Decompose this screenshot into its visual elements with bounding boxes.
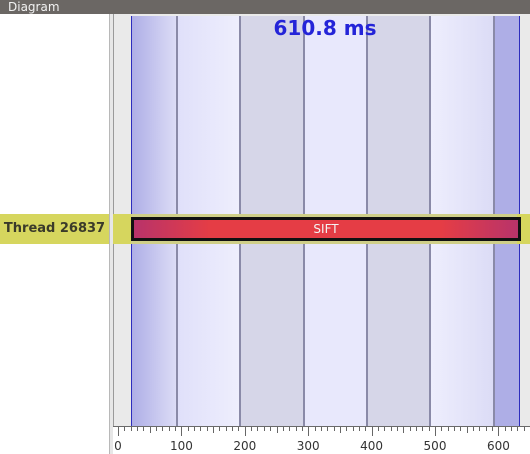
axis-tick (232, 427, 234, 431)
axis-tick (295, 427, 297, 431)
axis-tick-label: 500 (423, 439, 447, 453)
task-bar-sift[interactable]: SIFT (131, 217, 521, 241)
axis-tick (181, 427, 183, 436)
axis-tick (257, 427, 259, 431)
axis-tick (314, 427, 316, 431)
axis-tick (377, 427, 379, 431)
axis-tick (175, 427, 177, 431)
axis-tick (339, 427, 341, 433)
axis-tick (517, 427, 519, 431)
axis-tick (270, 427, 272, 431)
axis-tick (118, 427, 119, 436)
axis-tick (352, 427, 354, 431)
axis-tick-label: 400 (360, 439, 384, 453)
axis-tick-label: 0 (114, 439, 122, 453)
axis-tick (137, 427, 139, 431)
axis-tick (320, 427, 322, 431)
axis-tick (200, 427, 202, 431)
axis-tick (365, 427, 367, 431)
time-axis: 0 100 200 300 400 500 600 (113, 426, 530, 454)
axis-tick (156, 427, 158, 431)
axis-tick-label: 100 (169, 439, 193, 453)
axis-tick (206, 427, 208, 431)
axis-tick (333, 427, 335, 431)
thread-label[interactable]: Thread 26837 (0, 214, 109, 244)
axis-tick (371, 427, 373, 436)
axis-tick (504, 427, 506, 431)
axis-tick (168, 427, 170, 431)
axis-tick (511, 427, 513, 431)
axis-tick (244, 427, 246, 436)
axis-tick (492, 427, 494, 431)
axis-tick (390, 427, 392, 431)
axis-tick (225, 427, 227, 431)
axis-tick (428, 427, 430, 431)
axis-tick (415, 427, 417, 431)
axis-tick (282, 427, 284, 431)
axis-tick (435, 427, 436, 436)
axis-tick (466, 427, 468, 433)
axis-tick (194, 427, 196, 431)
axis-tick (485, 427, 487, 431)
axis-tick (251, 427, 253, 431)
axis-tick (143, 427, 145, 431)
axis-tick (308, 427, 310, 436)
axis-tick (238, 427, 240, 431)
axis-tick (409, 427, 411, 431)
axis-tick (289, 427, 291, 431)
axis-tick (460, 427, 462, 431)
axis-tick (219, 427, 221, 431)
axis-tick (454, 427, 456, 431)
axis-tick (130, 427, 132, 431)
axis-tick (162, 427, 164, 431)
diagram-panel-title: Diagram (0, 0, 530, 14)
axis-tick (441, 427, 443, 431)
axis-tick (124, 427, 126, 431)
axis-tick (149, 427, 151, 433)
axis-tick (498, 427, 500, 436)
axis-tick-label: 200 (233, 439, 257, 453)
axis-tick (479, 427, 481, 431)
axis-tick (301, 427, 303, 431)
axis-tick (396, 427, 398, 431)
axis-tick (403, 427, 405, 433)
axis-tick (384, 427, 386, 431)
axis-tick (213, 427, 215, 433)
axis-tick-label: 300 (296, 439, 320, 453)
axis-tick (447, 427, 449, 431)
axis-tick (358, 427, 360, 431)
axis-tick (346, 427, 348, 431)
axis-tick (263, 427, 265, 431)
axis-tick (327, 427, 329, 431)
axis-tick (276, 427, 278, 433)
axis-tick-label: 600 (486, 439, 510, 453)
axis-tick (473, 427, 475, 431)
axis-tick (523, 427, 525, 431)
axis-tick (187, 427, 189, 431)
axis-tick (422, 427, 424, 431)
duration-label: 610.8 ms (273, 16, 377, 40)
